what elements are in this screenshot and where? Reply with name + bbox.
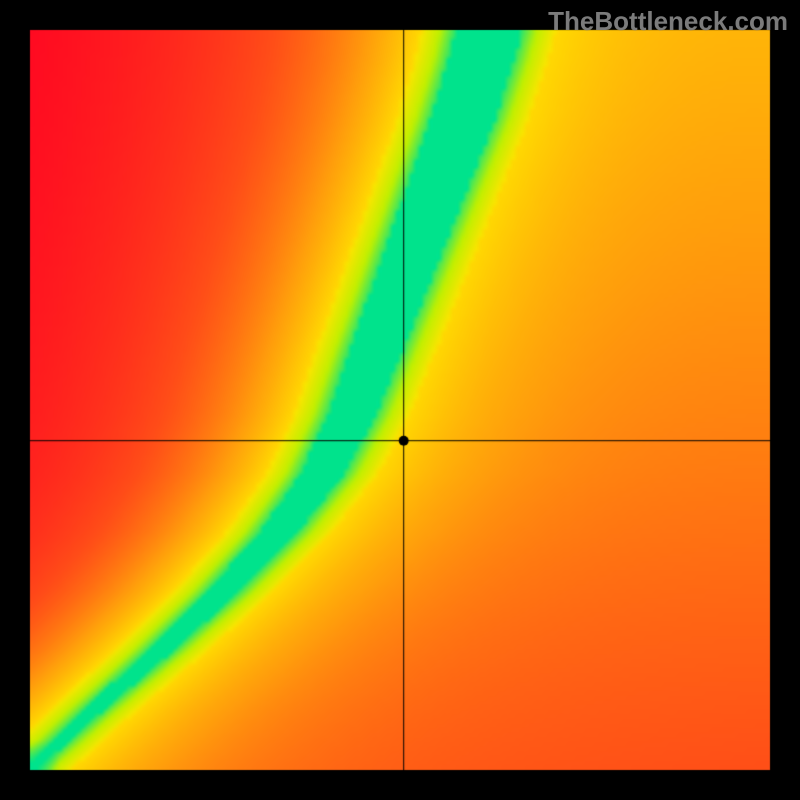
watermark-text: TheBottleneck.com	[548, 6, 788, 37]
bottleneck-heatmap	[0, 0, 800, 800]
